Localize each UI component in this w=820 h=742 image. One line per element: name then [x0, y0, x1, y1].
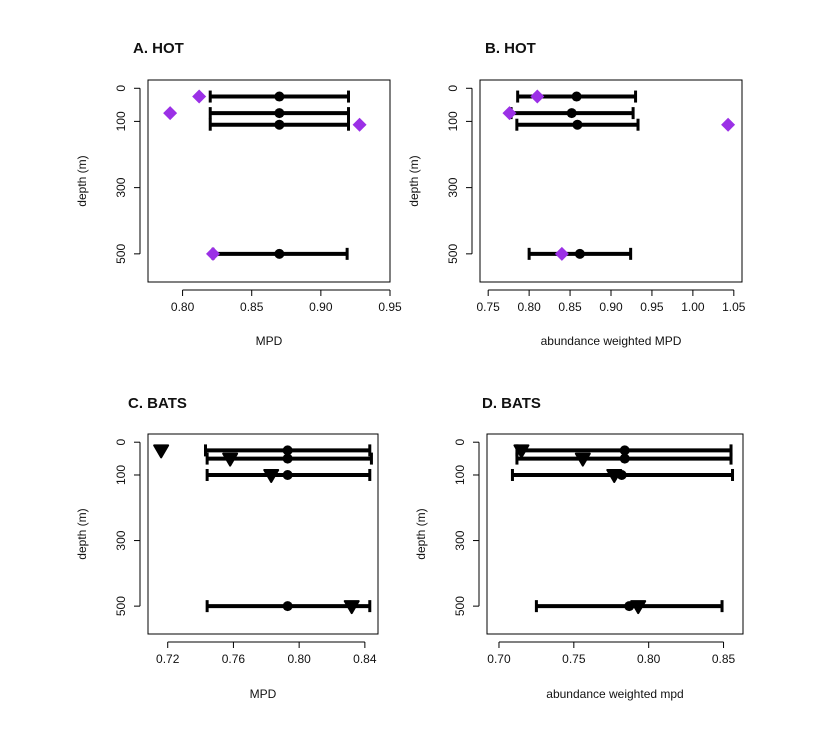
panel-d: D. BATS 0.70 0.75 0.80 0.85 0 100 300 500 abundan…: [414, 395, 744, 701]
y-axis-label: depth (m): [75, 155, 89, 206]
observed-point: [263, 468, 280, 483]
observed-point: [502, 106, 517, 121]
mean-point: [274, 91, 285, 102]
observed-point: [513, 444, 530, 459]
mean-point: [566, 108, 577, 119]
x-tick-label: 0.70: [487, 652, 511, 666]
plot-frame: [147, 433, 379, 635]
x-tick-label: 0.72: [156, 652, 180, 666]
x-tick-label: 0.95: [640, 300, 664, 314]
x-tick-label: 0.84: [353, 652, 377, 666]
y-tick-label: 300: [453, 530, 467, 550]
x-tick-label: 0.85: [712, 652, 736, 666]
x-axis-label: abundance weighted mpd: [546, 687, 683, 701]
plot-frame: [479, 79, 743, 283]
y-axis-label: depth (m): [414, 508, 428, 559]
x-tick-label: 0.76: [222, 652, 246, 666]
mean-point: [572, 119, 583, 130]
x-tick-label: 1.05: [722, 300, 746, 314]
y-tick-label: 100: [453, 465, 467, 485]
y-axis-label: depth (m): [407, 155, 421, 206]
x-tick-label: 0.80: [287, 652, 311, 666]
x-tick-label: 0.75: [562, 652, 586, 666]
y-tick-label: 500: [114, 244, 128, 264]
observed-point: [530, 89, 545, 104]
y-tick-label: 300: [446, 177, 460, 197]
x-axis-label: abundance weighted MPD: [541, 334, 682, 348]
y-tick-label: 0: [453, 439, 467, 446]
mean-point: [619, 445, 630, 456]
x-tick-label: 0.85: [240, 300, 264, 314]
observed-point: [163, 106, 178, 121]
observed-point: [343, 600, 360, 615]
mean-point: [619, 453, 630, 464]
y-tick-label: 100: [114, 465, 128, 485]
y-tick-label: 500: [446, 244, 460, 264]
mean-point: [574, 248, 585, 259]
mean-point: [274, 248, 285, 259]
mean-point: [274, 108, 285, 119]
mean-point: [571, 91, 582, 102]
observed-point: [192, 89, 207, 104]
observed-point: [222, 452, 239, 467]
mean-point: [282, 601, 293, 612]
observed-point: [630, 600, 647, 615]
x-tick-label: 0.80: [171, 300, 195, 314]
observed-point: [352, 117, 367, 132]
mean-point: [282, 453, 293, 464]
x-axis-label: MPD: [256, 334, 283, 348]
plot-frame: [486, 433, 744, 635]
panel-b: B. HOT 0.75 0.80 0.85 0.90 0.95 1.00 1.05 0 100 30…: [407, 40, 746, 348]
y-tick-label: 300: [114, 530, 128, 550]
panel-title: C. BATS: [128, 395, 187, 412]
x-tick-label: 0.80: [637, 652, 661, 666]
plot-frame: [147, 79, 391, 283]
y-axis-label: depth (m): [75, 508, 89, 559]
panel-title: B. HOT: [485, 40, 536, 57]
observed-point: [721, 117, 736, 132]
x-tick-label: 0.90: [599, 300, 623, 314]
x-tick-label: 0.85: [558, 300, 582, 314]
panel-c: C. BATS 0.72 0.76 0.80 0.84 0 100 300 500 MPD dept…: [75, 395, 379, 701]
y-tick-label: 300: [114, 177, 128, 197]
panel-title: A. HOT: [133, 40, 184, 57]
observed-point: [554, 246, 569, 261]
mean-point: [282, 445, 293, 456]
x-tick-label: 1.00: [681, 300, 705, 314]
y-tick-label: 500: [453, 596, 467, 616]
x-tick-label: 0.95: [378, 300, 402, 314]
observed-point: [574, 452, 591, 467]
y-tick-label: 0: [446, 85, 460, 92]
observed-point: [205, 246, 220, 261]
mean-point: [282, 469, 293, 480]
panel-title: D. BATS: [482, 395, 541, 412]
y-tick-label: 0: [114, 85, 128, 92]
mean-point: [274, 119, 285, 130]
x-tick-label: 0.80: [517, 300, 541, 314]
panel-a: A. HOT 0.80 0.85 0.90 0.95 0 100 300 500 MPD depth…: [75, 40, 402, 348]
x-tick-label: 0.75: [477, 300, 501, 314]
observed-point: [606, 468, 623, 483]
x-axis-label: MPD: [250, 687, 277, 701]
observed-point: [153, 444, 170, 459]
y-tick-label: 0: [114, 439, 128, 446]
y-tick-label: 100: [446, 111, 460, 131]
x-tick-label: 0.90: [309, 300, 333, 314]
y-tick-label: 500: [114, 596, 128, 616]
y-tick-label: 100: [114, 111, 128, 131]
